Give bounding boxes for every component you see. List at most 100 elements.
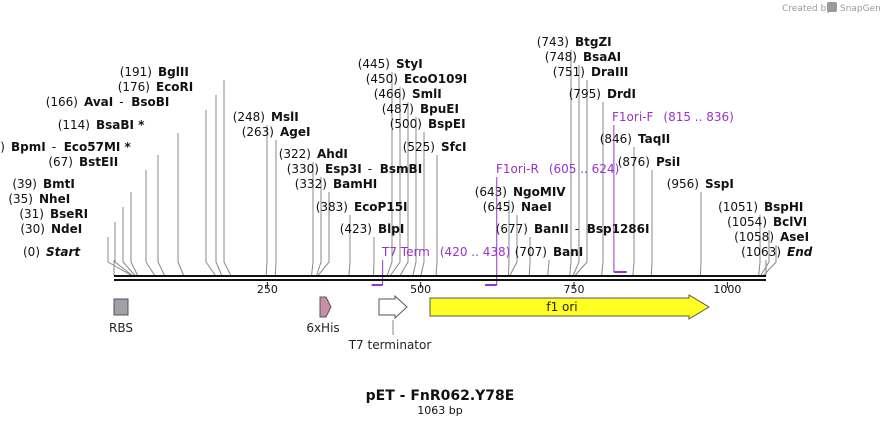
site-nhei-name: NheI — [39, 192, 70, 206]
site-naei-name: NaeI — [521, 200, 552, 214]
site-ecori[interactable]: (176) EcoRI — [118, 80, 194, 94]
site-ecori-name: EcoRI — [156, 80, 193, 94]
site-sfci[interactable]: (525) SfcI — [403, 140, 467, 154]
site-bsphi-position: (1051) — [718, 200, 758, 214]
site-bseri-position: (31) — [19, 207, 44, 221]
site-start[interactable]: (0) Start — [23, 245, 81, 259]
site-bsphi[interactable]: (1051) BspHI — [718, 200, 803, 214]
feature-6xhis-arrow — [319, 296, 332, 318]
site-nhei[interactable]: (35) NheI — [8, 192, 70, 206]
site-end[interactable]: (1063) End — [741, 245, 813, 259]
site-bpuei[interactable]: (487) BpuEI — [382, 102, 459, 116]
site-ndei[interactable]: (30) NdeI — [20, 222, 82, 236]
site-sspi-name: SspI — [705, 177, 734, 191]
site-ecoo109i[interactable]: (450) EcoO109I — [366, 72, 468, 86]
site-bpuei-name: BpuEI — [420, 102, 459, 116]
site-ngomiv[interactable]: (643) NgoMIV — [475, 185, 567, 199]
site-naei[interactable]: (645) NaeI — [483, 200, 552, 214]
site-styi-name: StyI — [396, 57, 423, 71]
site-agei[interactable]: (263) AgeI — [242, 125, 311, 139]
site-bspei-position: (500) — [390, 117, 422, 131]
site-ecop15i-name: EcoP15I — [354, 200, 408, 214]
site-drdi-line — [601, 102, 604, 277]
site-psii[interactable]: (876) PsiI — [618, 155, 681, 169]
feature-6xhis-label: 6xHis — [306, 321, 339, 335]
feature-rbs[interactable]: RBS — [109, 298, 133, 335]
ruler-label-750: 750 — [564, 283, 585, 296]
primer-f1ori-r-name: F1ori-R — [496, 162, 539, 176]
site-bglii-line — [223, 80, 232, 277]
site-bglii-position: (191) — [120, 65, 152, 79]
site-sfci-position: (525) — [403, 140, 435, 154]
site-sfci-line — [435, 155, 438, 277]
site-btgzi-line — [569, 50, 572, 277]
site-ecoo109i-position: (450) — [366, 72, 398, 86]
site-bmti[interactable]: (39) BmtI — [12, 177, 75, 191]
site-asei[interactable]: (1058) AseI — [734, 230, 809, 244]
site-smli[interactable]: (466) SmlI — [374, 87, 442, 101]
site-bsabi-line — [177, 133, 185, 277]
site-ndei-position: (30) — [20, 222, 45, 236]
site-bclvi[interactable]: (1054) BclVI — [727, 215, 807, 229]
site-ecoo109i-line — [389, 87, 401, 277]
site-bseri[interactable]: (31) BseRI — [19, 207, 88, 221]
site-smli-name: SmlI — [412, 87, 442, 101]
site-draiii[interactable]: (751) DraIII — [553, 65, 629, 79]
site-avai[interactable]: (166) AvaI - BsoBI — [46, 95, 170, 109]
site-naei-line — [509, 215, 518, 277]
site-bmti-position: (39) — [12, 177, 37, 191]
site-ecop15i-position: (383) — [316, 200, 348, 214]
brand-text: SnapGene — [840, 4, 880, 14]
site-ahdi-name: AhdI — [317, 147, 348, 161]
site-ngomiv-line — [507, 200, 510, 277]
site-sspi[interactable]: (956) SspI — [667, 177, 734, 191]
site-blpi[interactable]: (423) BlpI — [340, 222, 405, 236]
site-drdi-name: DrdI — [607, 87, 636, 101]
site-bamhi-position: (332) — [295, 177, 327, 191]
site-bamhi[interactable]: (332) BamHI — [295, 177, 378, 191]
site-blpi-name: BlpI — [378, 222, 404, 236]
primer-t7-term-name: T7 Term — [381, 245, 430, 259]
site-bpmi[interactable]: (83) BpmI-Eco57MI * — [0, 140, 132, 154]
site-agei-name: AgeI — [280, 125, 310, 139]
site-taqii[interactable]: (846) TaqII — [600, 132, 671, 146]
ruler: 250 500 750 1000 — [257, 282, 741, 296]
site-ahdi[interactable]: (322) AhdI — [279, 147, 348, 161]
site-bsteii-name: BstEII — [79, 155, 118, 169]
site-bspei[interactable]: (500) BspEI — [390, 117, 466, 131]
site-btgzi[interactable]: (743) BtgZI — [537, 35, 612, 49]
site-esp3i[interactable]: (330) Esp3I - BsmBI — [287, 162, 422, 176]
site-bsaai-position: (748) — [545, 50, 577, 64]
site-avai-name: AvaI — [84, 95, 113, 109]
site-bglii[interactable]: (191) BglII — [120, 65, 189, 79]
site-ecop15i[interactable]: (383) EcoP15I — [316, 200, 408, 214]
site-bsabi[interactable]: (114) BsaBI * — [58, 118, 145, 132]
feature-t7-terminator[interactable]: T7 terminator — [348, 294, 432, 352]
site-bsaai[interactable]: (748) BsaAI — [545, 50, 621, 64]
site-msli[interactable]: (248) MslI — [233, 110, 299, 124]
feature-f1-ori[interactable]: f1 ori — [429, 294, 710, 320]
site-asei-position: (1058) — [734, 230, 774, 244]
feature-6xhis[interactable]: 6xHis — [306, 296, 340, 335]
site-banii[interactable]: (677) BanII - Bsp1286I — [496, 222, 650, 236]
site-bseri-line — [114, 222, 134, 277]
site-labels: (0) Start (30) NdeI (31) BseRI (35) NheI(39) Bmt… — [0, 35, 813, 259]
primer-t7-term[interactable]: T7 Term (420 .. 438) — [371, 245, 511, 286]
site-bani-line — [547, 260, 550, 277]
map-subtitle: 1063 bp — [417, 404, 462, 417]
site-bani[interactable]: (707) BanI — [515, 245, 584, 259]
site-bani-name: BanI — [553, 245, 583, 259]
site-drdi[interactable]: (795) DrdI — [569, 87, 636, 101]
site-styi-line — [386, 72, 393, 277]
site-smli-position: (466) — [374, 87, 406, 101]
site-esp3i-name: Esp3I — [325, 162, 362, 176]
primer-f1ori-f[interactable]: F1ori-F (815 .. 836) — [612, 110, 734, 273]
site-bsabi-position: (114) — [58, 118, 90, 132]
site-ngomiv-position: (643) — [475, 185, 507, 199]
site-bamhi-name: BamHI — [333, 177, 377, 191]
primer-f1ori-r[interactable]: F1ori-R (605 .. 624) — [485, 162, 619, 286]
site-bsteii[interactable]: (67) BstEII — [48, 155, 118, 169]
site-blpi-line — [372, 237, 375, 277]
site-styi[interactable]: (445) StyI — [358, 57, 423, 71]
site-banii-name2: Bsp1286I — [587, 222, 650, 236]
